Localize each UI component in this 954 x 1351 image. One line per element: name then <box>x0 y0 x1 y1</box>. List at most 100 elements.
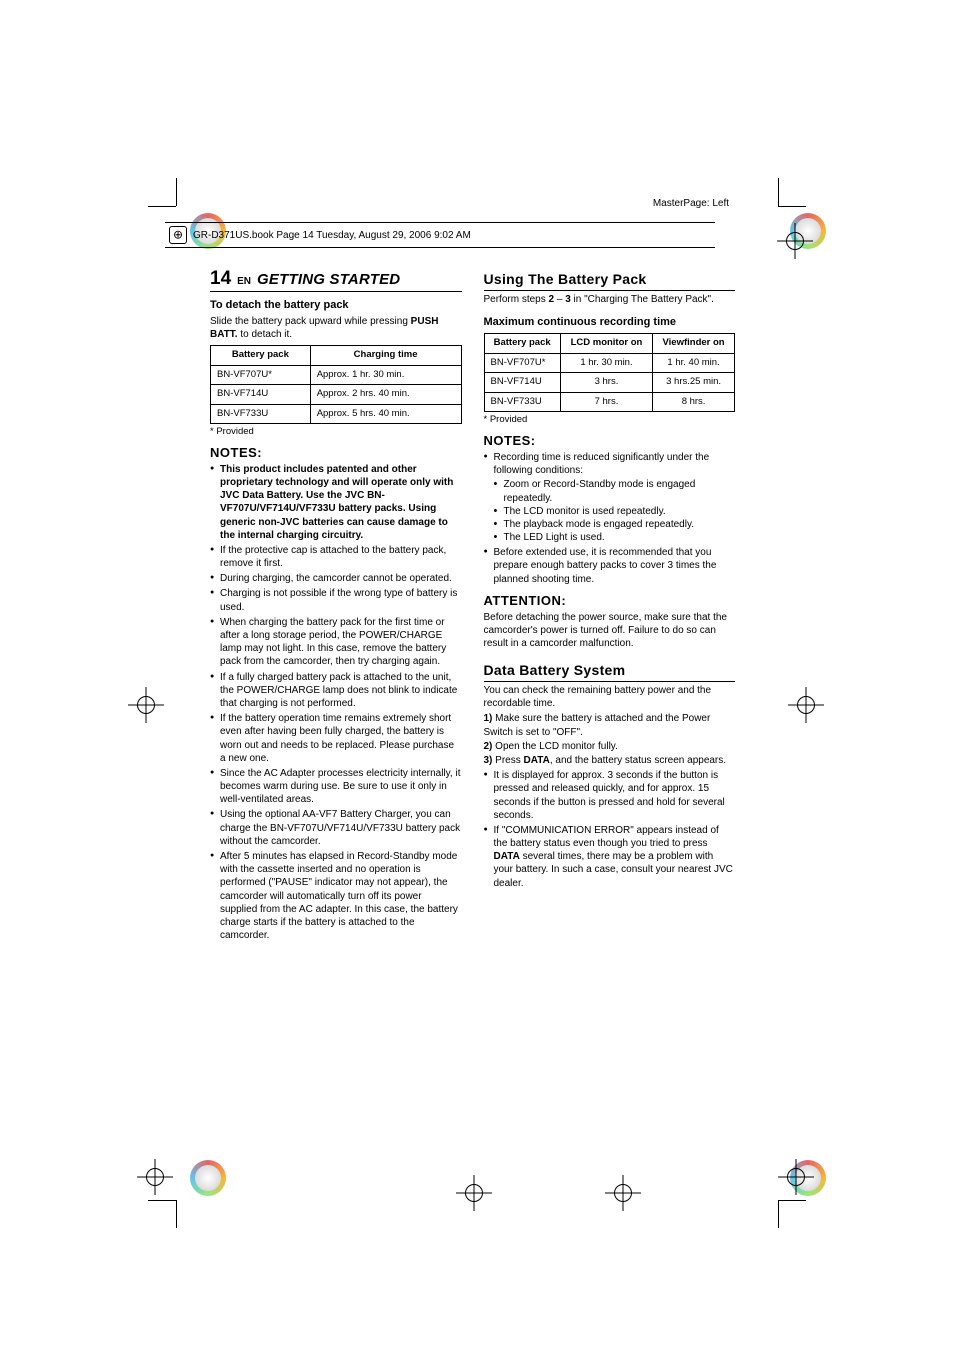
using-text-b: in "Charging The Battery Pack". <box>571 294 714 305</box>
notes-list-left: This product includes patented and other… <box>210 463 462 943</box>
charging-table: Battery pack Charging time BN-VF707U* Ap… <box>210 345 462 424</box>
section-title: GETTING STARTED <box>257 270 400 290</box>
using-para: Perform steps 2 – 3 in "Charging The Bat… <box>484 293 736 306</box>
detach-heading: To detach the battery pack <box>210 298 462 313</box>
th: Battery pack <box>484 334 560 354</box>
databat-heading: Data Battery System <box>484 661 736 682</box>
th: LCD monitor on <box>560 334 652 354</box>
td: BN-VF714U <box>484 373 560 393</box>
list-item: Charging is not possible if the wrong ty… <box>210 587 462 613</box>
td: BN-VF733U <box>484 392 560 412</box>
list-item: This product includes patented and other… <box>210 463 462 542</box>
note-text: Using the optional AA-VF7 Battery Charge… <box>220 809 460 846</box>
reg-cross-bottom-mid1 <box>456 1175 492 1211</box>
td: BN-VF707U* <box>211 365 311 385</box>
table-row: Battery pack Charging time <box>211 345 462 365</box>
list-item: Recording time is reduced significantly … <box>484 451 736 544</box>
list-item: Since the AC Adapter processes electrici… <box>210 767 462 807</box>
crop-bl <box>148 1200 176 1228</box>
list-item: If the protective cap is attached to the… <box>210 544 462 570</box>
reg-color-bottom-left <box>190 1160 226 1196</box>
page-lang: EN <box>237 275 251 288</box>
content-area: 14 EN GETTING STARTED To detach the batt… <box>210 266 735 942</box>
recording-table: Battery pack LCD monitor on Viewfinder o… <box>484 333 736 412</box>
note-text: Before extended use, it is recommended t… <box>494 547 717 584</box>
note-text: If the protective cap is attached to the… <box>220 545 446 569</box>
step-item: 2) Open the LCD monitor fully. <box>484 740 736 753</box>
step-text-b: , and the battery status screen appears. <box>550 755 726 766</box>
detach-para: Slide the battery pack upward while pres… <box>210 315 462 341</box>
step-item: 1) Make sure the battery is attached and… <box>484 712 736 738</box>
td: Approx. 1 hr. 30 min. <box>310 365 461 385</box>
note-text: Since the AC Adapter processes electrici… <box>220 768 460 805</box>
table-row: BN-VF714U 3 hrs. 3 hrs.25 min. <box>484 373 735 393</box>
sub-item: The LCD monitor is used repeatedly. <box>494 505 736 518</box>
list-item: After 5 minutes has elapsed in Record-St… <box>210 850 462 942</box>
using-heading: Using The Battery Pack <box>484 270 736 291</box>
detach-text-a: Slide the battery pack upward while pres… <box>210 316 411 327</box>
crop-br <box>778 1200 806 1228</box>
list-item: If a fully charged battery pack is attac… <box>210 671 462 711</box>
note-text: This product includes patented and other… <box>220 464 453 541</box>
table-row: BN-VF733U 7 hrs. 8 hrs. <box>484 392 735 412</box>
using-dash: – <box>554 294 565 305</box>
td: 1 hr. 30 min. <box>560 353 652 373</box>
note-text: Charging is not possible if the wrong ty… <box>220 588 457 612</box>
list-item: When charging the battery pack for the f… <box>210 616 462 669</box>
notes-heading-left: NOTES: <box>210 444 462 461</box>
notes-list-right: Recording time is reduced significantly … <box>484 451 736 586</box>
attention-text: Before detaching the power source, make … <box>484 611 736 651</box>
notes-heading-right: NOTES: <box>484 432 736 449</box>
bullet-text: It is displayed for approx. 3 seconds if… <box>494 770 725 821</box>
recording-footnote: * Provided <box>484 414 736 427</box>
list-item: It is displayed for approx. 3 seconds if… <box>484 769 736 822</box>
reg-cross-left <box>128 687 164 723</box>
book-icon <box>169 226 187 244</box>
list-item: If "COMMUNICATION ERROR" appears instead… <box>484 824 736 890</box>
td: BN-VF733U <box>211 404 311 424</box>
book-header-bar: GR-D371US.book Page 14 Tuesday, August 2… <box>165 222 715 248</box>
list-item: Using the optional AA-VF7 Battery Charge… <box>210 808 462 848</box>
sub-item: The playback mode is engaged repeatedly. <box>494 518 736 531</box>
bullet-text-b: several times, there may be a problem wi… <box>494 851 733 888</box>
reg-cross-top <box>777 223 813 259</box>
td: BN-VF714U <box>211 385 311 405</box>
bullet-text-a: If "COMMUNICATION ERROR" appears instead… <box>494 825 719 849</box>
reg-cross-bottom-right <box>778 1159 814 1195</box>
th: Viewfinder on <box>653 334 735 354</box>
databat-bullets: It is displayed for approx. 3 seconds if… <box>484 769 736 890</box>
table-row: BN-VF733U Approx. 5 hrs. 40 min. <box>211 404 462 424</box>
sub-item: The LED Light is used. <box>494 531 736 544</box>
list-item: If the battery operation time remains ex… <box>210 712 462 765</box>
masterpage-label: MasterPage: Left <box>653 198 729 209</box>
left-column: 14 EN GETTING STARTED To detach the batt… <box>210 266 462 942</box>
max-heading: Maximum continuous recording time <box>484 315 736 330</box>
table-row: Battery pack LCD monitor on Viewfinder o… <box>484 334 735 354</box>
td: 3 hrs.25 min. <box>653 373 735 393</box>
note-text: Recording time is reduced significantly … <box>494 452 710 476</box>
sub-list: Zoom or Record-Standby mode is engaged r… <box>494 478 736 544</box>
right-column: Using The Battery Pack Perform steps 2 –… <box>484 266 736 942</box>
crop-tr <box>778 178 806 206</box>
step-text: Open the LCD monitor fully. <box>492 741 617 752</box>
table-row: BN-VF707U* 1 hr. 30 min. 1 hr. 40 min. <box>484 353 735 373</box>
note-text: After 5 minutes has elapsed in Record-St… <box>220 851 458 941</box>
sub-item: Zoom or Record-Standby mode is engaged r… <box>494 478 736 504</box>
td: 8 hrs. <box>653 392 735 412</box>
note-text: If the battery operation time remains ex… <box>220 713 454 764</box>
td: Approx. 5 hrs. 40 min. <box>310 404 461 424</box>
table-row: BN-VF707U* Approx. 1 hr. 30 min. <box>211 365 462 385</box>
detach-text-b: to detach it. <box>238 329 292 340</box>
note-text: During charging, the camcorder cannot be… <box>220 573 452 584</box>
step-bold: DATA <box>524 755 550 766</box>
list-item: Before extended use, it is recommended t… <box>484 546 736 586</box>
td: 7 hrs. <box>560 392 652 412</box>
note-text: When charging the battery pack for the f… <box>220 617 446 668</box>
reg-cross-bottom-mid2 <box>605 1175 641 1211</box>
td: BN-VF707U* <box>484 353 560 373</box>
charging-footnote: * Provided <box>210 426 462 439</box>
reg-cross-bottom-left <box>137 1159 173 1195</box>
step-text: Make sure the battery is attached and th… <box>484 713 711 737</box>
using-text-a: Perform steps <box>484 294 549 305</box>
th-battery: Battery pack <box>211 345 311 365</box>
